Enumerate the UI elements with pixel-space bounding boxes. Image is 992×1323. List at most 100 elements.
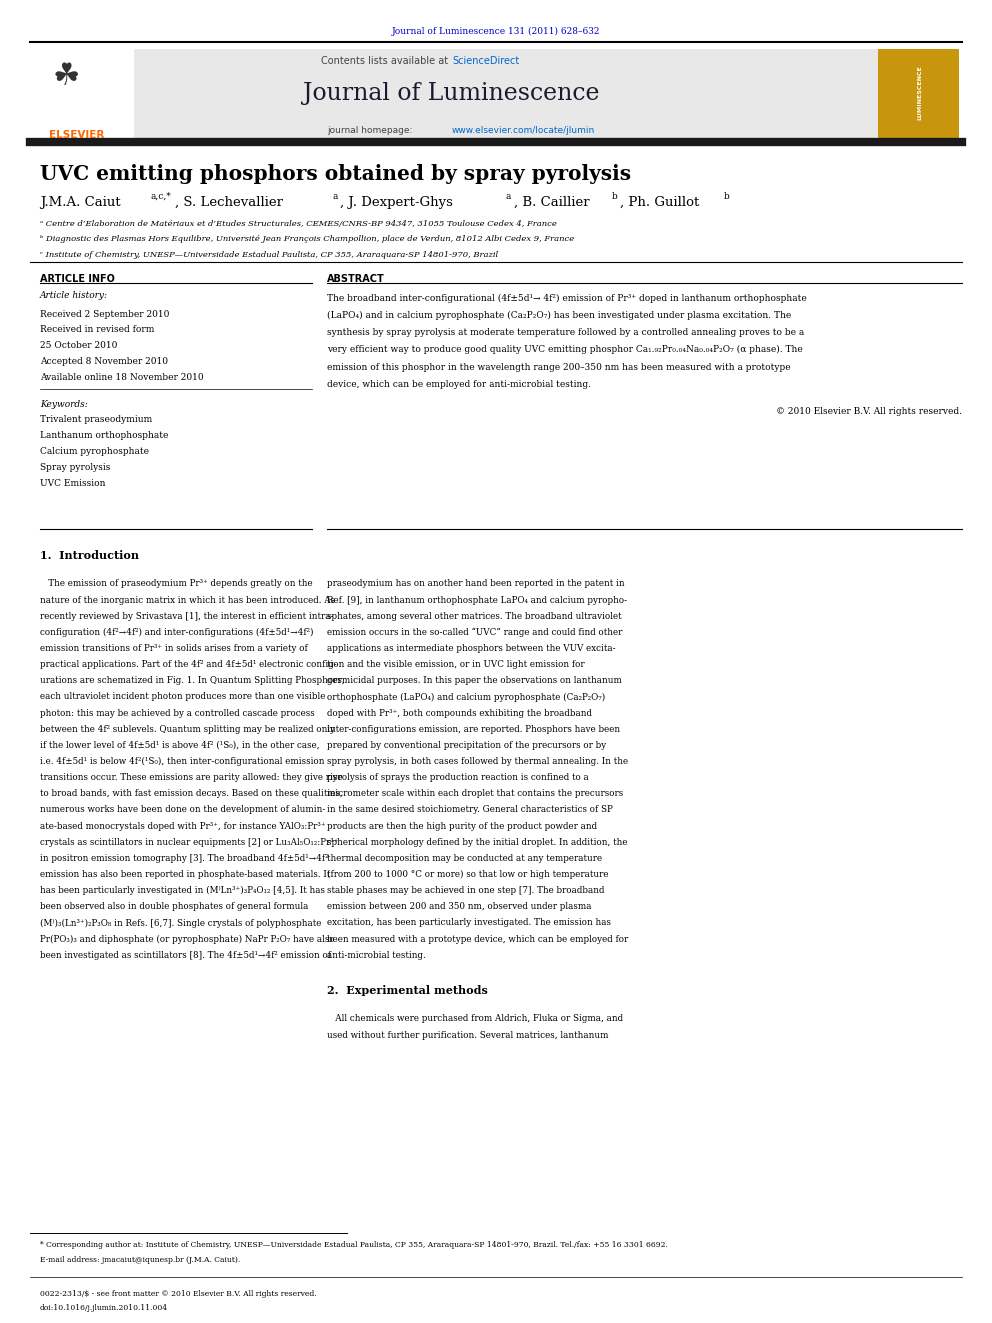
Text: micrometer scale within each droplet that contains the precursors: micrometer scale within each droplet tha…: [327, 790, 624, 798]
Text: LUMINESCENCE: LUMINESCENCE: [917, 65, 923, 120]
Text: (LaPO₄) and in calcium pyrophosphate (Ca₂P₂O₇) has been investigated under plasm: (LaPO₄) and in calcium pyrophosphate (Ca…: [327, 311, 792, 320]
Text: crystals as scintillators in nuclear equipments [2] or Lu₃Al₅O₁₂:Pr³⁺: crystals as scintillators in nuclear equ…: [40, 837, 338, 847]
Text: in positron emission tomography [3]. The broadband 4f±5d¹→4f²: in positron emission tomography [3]. The…: [40, 853, 328, 863]
Text: ELSEVIER: ELSEVIER: [49, 130, 104, 140]
Text: excitation, has been particularly investigated. The emission has: excitation, has been particularly invest…: [327, 918, 611, 927]
Text: E-mail address: jmacaiut@iqunesp.br (J.M.A. Caiut).: E-mail address: jmacaiut@iqunesp.br (J.M…: [40, 1256, 240, 1263]
Text: ☘: ☘: [53, 62, 80, 91]
Text: 2.  Experimental methods: 2. Experimental methods: [327, 986, 488, 996]
Text: transitions occur. These emissions are parity allowed: they give rise: transitions occur. These emissions are p…: [40, 773, 342, 782]
Text: urations are schematized in Fig. 1. In Quantum Splitting Phosphors,: urations are schematized in Fig. 1. In Q…: [40, 676, 344, 685]
Text: Journal of Luminescence 131 (2011) 628–632: Journal of Luminescence 131 (2011) 628–6…: [392, 26, 600, 36]
Text: each ultraviolet incident photon produces more than one visible: each ultraviolet incident photon produce…: [40, 692, 325, 701]
Text: emission of this phosphor in the wavelength range 200–350 nm has been measured w: emission of this phosphor in the wavelen…: [327, 363, 791, 372]
Text: very efficient way to produce good quality UVC emitting phosphor Ca₁.₉₂Pr₀.₀₄Na₀: very efficient way to produce good quali…: [327, 345, 804, 355]
Text: Received 2 September 2010: Received 2 September 2010: [40, 310, 169, 319]
Text: UVC Emission: UVC Emission: [40, 479, 105, 488]
Text: sphates, among several other matrices. The broadband ultraviolet: sphates, among several other matrices. T…: [327, 611, 622, 620]
Text: (from 200 to 1000 °C or more) so that low or high temperature: (from 200 to 1000 °C or more) so that lo…: [327, 871, 609, 878]
Text: * Corresponding author at: Institute of Chemistry, UNESP—Universidade Estadual P: * Corresponding author at: Institute of …: [40, 1241, 668, 1249]
Text: The broadband inter-configurational (4f±5d¹→ 4f²) emission of Pr³⁺ doped in lant: The broadband inter-configurational (4f±…: [327, 294, 807, 303]
Text: configuration (4f²→4f²) and inter-configurations (4f±5d¹→4f²): configuration (4f²→4f²) and inter-config…: [40, 628, 313, 636]
Text: Accepted 8 November 2010: Accepted 8 November 2010: [40, 357, 168, 366]
Text: doi:10.1016/j.jlumin.2010.11.004: doi:10.1016/j.jlumin.2010.11.004: [40, 1304, 168, 1312]
Text: synthesis by spray pyrolysis at moderate temperature followed by a controlled an: synthesis by spray pyrolysis at moderate…: [327, 328, 805, 337]
Text: applications as intermediate phosphors between the VUV excita-: applications as intermediate phosphors b…: [327, 644, 616, 654]
Text: i.e. 4f±5d¹ is below 4f²(¹S₀), then inter-configurational emission: i.e. 4f±5d¹ is below 4f²(¹S₀), then inte…: [40, 757, 324, 766]
Bar: [30, 49, 134, 139]
Text: device, which can be employed for anti-microbial testing.: device, which can be employed for anti-m…: [327, 380, 591, 389]
Text: been observed also in double phosphates of general formula: been observed also in double phosphates …: [40, 902, 309, 912]
Text: been investigated as scintillators [8]. The 4f±5d¹→4f² emission of: been investigated as scintillators [8]. …: [40, 951, 330, 959]
Text: Ref. [9], in lanthanum orthophosphate LaPO₄ and calcium pyropho-: Ref. [9], in lanthanum orthophosphate La…: [327, 595, 628, 605]
Text: , Ph. Guillot: , Ph. Guillot: [620, 196, 699, 209]
Text: to broad bands, with fast emission decays. Based on these qualities,: to broad bands, with fast emission decay…: [40, 790, 342, 798]
Text: UVC emitting phosphors obtained by spray pyrolysis: UVC emitting phosphors obtained by spray…: [40, 164, 631, 184]
Text: Received in revised form: Received in revised form: [40, 325, 154, 335]
Text: ScienceDirect: ScienceDirect: [452, 56, 520, 66]
Text: Lanthanum orthophosphate: Lanthanum orthophosphate: [40, 431, 168, 441]
Text: ate-based monocrystals doped with Pr³⁺, for instance YAlO₃:Pr³⁺: ate-based monocrystals doped with Pr³⁺, …: [40, 822, 325, 831]
Text: www.elsevier.com/locate/jlumin: www.elsevier.com/locate/jlumin: [451, 126, 594, 135]
Text: orthophosphate (LaPO₄) and calcium pyrophosphate (Ca₂P₂O₇): orthophosphate (LaPO₄) and calcium pyrop…: [327, 692, 605, 701]
Text: Pr(PO₃)₃ and diphosphate (or pyrophosphate) NaPr P₂O₇ have also: Pr(PO₃)₃ and diphosphate (or pyrophospha…: [40, 934, 334, 943]
Text: nature of the inorganic matrix in which it has been introduced. As: nature of the inorganic matrix in which …: [40, 595, 335, 605]
Text: J.M.A. Caiut: J.M.A. Caiut: [40, 196, 120, 209]
Text: emission between 200 and 350 nm, observed under plasma: emission between 200 and 350 nm, observe…: [327, 902, 592, 912]
Text: Keywords:: Keywords:: [40, 400, 87, 409]
Text: photon: this may be achieved by a controlled cascade process: photon: this may be achieved by a contro…: [40, 709, 314, 717]
Text: numerous works have been done on the development of alumin-: numerous works have been done on the dev…: [40, 806, 325, 815]
Text: inter-configurations emission, are reported. Phosphors have been: inter-configurations emission, are repor…: [327, 725, 620, 734]
Text: been measured with a prototype device, which can be employed for: been measured with a prototype device, w…: [327, 934, 629, 943]
Text: ARTICLE INFO: ARTICLE INFO: [40, 274, 114, 284]
Text: , J. Dexpert-Ghys: , J. Dexpert-Ghys: [340, 196, 453, 209]
Text: 1.  Introduction: 1. Introduction: [40, 550, 139, 561]
Text: spray pyrolysis, in both cases followed by thermal annealing. In the: spray pyrolysis, in both cases followed …: [327, 757, 629, 766]
Text: Trivalent praseodymium: Trivalent praseodymium: [40, 415, 152, 425]
Text: ᶜ Institute of Chemistry, UNESP—Universidade Estadual Paulista, CP 355, Araraqua: ᶜ Institute of Chemistry, UNESP—Universi…: [40, 251, 498, 259]
Bar: [878, 49, 959, 139]
Text: emission occurs in the so-called “UVC” range and could find other: emission occurs in the so-called “UVC” r…: [327, 628, 623, 638]
Text: emission has also been reported in phosphate-based materials. It: emission has also been reported in phosp…: [40, 871, 330, 878]
Text: All chemicals were purchased from Aldrich, Fluka or Sigma, and: All chemicals were purchased from Aldric…: [327, 1015, 624, 1024]
Text: a: a: [506, 192, 511, 201]
Text: , S. Lechevallier: , S. Lechevallier: [175, 196, 283, 209]
Text: used without further purification. Several matrices, lanthanum: used without further purification. Sever…: [327, 1031, 609, 1040]
Text: 25 October 2010: 25 October 2010: [40, 341, 117, 351]
Text: recently reviewed by Srivastava [1], the interest in efficient intra-: recently reviewed by Srivastava [1], the…: [40, 611, 333, 620]
Text: b: b: [724, 192, 730, 201]
Text: a,c,*: a,c,*: [151, 192, 172, 201]
Text: Contents lists available at: Contents lists available at: [321, 56, 451, 66]
Text: if the lower level of 4f±5d¹ is above 4f² (¹S₀), in the other case,: if the lower level of 4f±5d¹ is above 4f…: [40, 741, 319, 750]
Text: prepared by conventional precipitation of the precursors or by: prepared by conventional precipitation o…: [327, 741, 607, 750]
Text: Spray pyrolysis: Spray pyrolysis: [40, 463, 110, 472]
Text: praseodymium has on another hand been reported in the patent in: praseodymium has on another hand been re…: [327, 579, 625, 589]
Text: 0022-2313/$ - see front matter © 2010 Elsevier B.V. All rights reserved.: 0022-2313/$ - see front matter © 2010 El…: [40, 1290, 316, 1298]
Text: ABSTRACT: ABSTRACT: [327, 274, 385, 284]
Text: b: b: [612, 192, 618, 201]
Text: doped with Pr³⁺, both compounds exhibiting the broadband: doped with Pr³⁺, both compounds exhibiti…: [327, 709, 592, 717]
Text: Journal of Luminescence: Journal of Luminescence: [304, 82, 599, 105]
Text: between the 4f² sublevels. Quantum splitting may be realized only: between the 4f² sublevels. Quantum split…: [40, 725, 335, 734]
Text: a: a: [332, 192, 337, 201]
Text: emission transitions of Pr³⁺ in solids arises from a variety of: emission transitions of Pr³⁺ in solids a…: [40, 644, 308, 654]
Text: products are then the high purity of the product powder and: products are then the high purity of the…: [327, 822, 597, 831]
Text: Available online 18 November 2010: Available online 18 November 2010: [40, 373, 203, 382]
Text: germicidal purposes. In this paper the observations on lanthanum: germicidal purposes. In this paper the o…: [327, 676, 622, 685]
Text: journal homepage:: journal homepage:: [327, 126, 416, 135]
Text: ᵃ Centre d’Elaboration de Matériaux et d’Etudes Structurales, CEMES/CNRS-BP 9434: ᵃ Centre d’Elaboration de Matériaux et d…: [40, 220, 557, 228]
Text: Article history:: Article history:: [40, 291, 108, 300]
Text: tion and the visible emission, or in UVC light emission for: tion and the visible emission, or in UVC…: [327, 660, 585, 669]
Text: pyrolysis of sprays the production reaction is confined to a: pyrolysis of sprays the production react…: [327, 773, 589, 782]
Text: © 2010 Elsevier B.V. All rights reserved.: © 2010 Elsevier B.V. All rights reserved…: [776, 407, 962, 417]
Text: spherical morphology defined by the initial droplet. In addition, the: spherical morphology defined by the init…: [327, 837, 628, 847]
Text: thermal decomposition may be conducted at any temperature: thermal decomposition may be conducted a…: [327, 853, 602, 863]
Text: , B. Caillier: , B. Caillier: [514, 196, 589, 209]
Text: stable phases may be achieved in one step [7]. The broadband: stable phases may be achieved in one ste…: [327, 886, 605, 896]
Text: Calcium pyrophosphate: Calcium pyrophosphate: [40, 447, 149, 456]
Text: (M⁾)₃(Ln³⁺)₂P₃O₈ in Refs. [6,7]. Single crystals of polyphosphate: (M⁾)₃(Ln³⁺)₂P₃O₈ in Refs. [6,7]. Single …: [40, 918, 321, 927]
Text: has been particularly investigated in (M⁾Ln³⁺)₃P₄O₁₂ [4,5]. It has: has been particularly investigated in (M…: [40, 886, 324, 896]
Text: The emission of praseodymium Pr³⁺ depends greatly on the: The emission of praseodymium Pr³⁺ depend…: [40, 579, 312, 589]
Text: ᵇ Diagnostic des Plasmas Hors Equilibre, Université Jean François Champollion, p: ᵇ Diagnostic des Plasmas Hors Equilibre,…: [40, 235, 574, 243]
Text: practical applications. Part of the 4f² and 4f±5d¹ electronic config-: practical applications. Part of the 4f² …: [40, 660, 336, 669]
